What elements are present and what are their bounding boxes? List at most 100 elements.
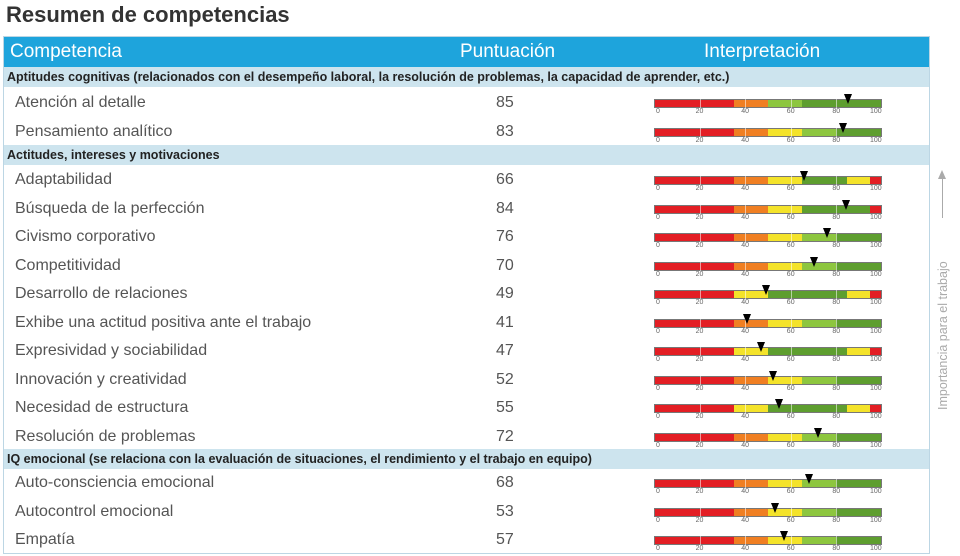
- competency-score: 84: [496, 199, 514, 217]
- score-marker-icon: [805, 474, 814, 484]
- gauge-segment: [666, 128, 678, 136]
- competency-name: Desarrollo de relaciones: [15, 285, 188, 302]
- gauge-scale-label: 60: [786, 327, 795, 335]
- gauge-scale-labels: 0 20 40 60 80 100: [654, 299, 882, 308]
- gauge-segment: [745, 508, 757, 516]
- gauge-segment: [756, 177, 768, 184]
- gauge-segment: [858, 480, 870, 487]
- gauge-segment: [745, 291, 757, 298]
- gauge-scale-label: 60: [786, 299, 795, 306]
- gauge-scale-label: 80: [832, 327, 841, 335]
- competency-table: Competencia Puntuación Interpretación Ap…: [3, 36, 930, 554]
- gauge-bar: [654, 404, 882, 413]
- gauge-ticks: [654, 99, 882, 108]
- gauge-scale-labels: 0 20 40 60 80 100: [654, 271, 882, 280]
- gauge-tick: [790, 479, 792, 488]
- gauge-segment: [869, 100, 881, 107]
- gauge-segment: [869, 508, 881, 516]
- gauge-segment: [869, 376, 881, 384]
- gauge-tick: [699, 432, 701, 442]
- gauge-segment: [835, 319, 848, 327]
- gauge-segment: [858, 508, 870, 516]
- gauge-segment: [688, 128, 701, 136]
- score-marker-icon: [775, 399, 784, 409]
- gauge-scale-label: 20: [695, 299, 704, 306]
- gauge-segment: [801, 262, 814, 270]
- gauge-segment: [734, 291, 746, 298]
- gauge-segment: [858, 291, 870, 298]
- gauge-segment: [688, 234, 701, 241]
- side-label-text: Importancia para el trabajo: [936, 261, 950, 410]
- competency-name: Civismo corporativo: [15, 228, 156, 245]
- gauge-segment: [756, 262, 768, 270]
- gauge-segment: [767, 177, 780, 184]
- gauge-ticks: [654, 432, 882, 442]
- gauge-segment: [767, 100, 780, 107]
- gauge-tick: [790, 318, 792, 328]
- gauge-segment: [824, 177, 836, 184]
- gauge-scale-label: 40: [741, 488, 749, 495]
- gauge-segment: [790, 234, 802, 241]
- gauge-segment: [688, 348, 701, 355]
- gauge-ticks: [654, 233, 882, 242]
- gauge-scale-label: 20: [695, 441, 704, 449]
- gauge-segment: [790, 291, 802, 298]
- gauge-segment: [779, 100, 791, 107]
- competency-name: Competitividad: [15, 256, 121, 274]
- score-marker-icon: [809, 256, 818, 267]
- gauge-bar: [654, 261, 882, 271]
- gauge-bar: [654, 204, 882, 214]
- gauge-bar: [654, 479, 882, 488]
- gauge-scale-labels: 0 20 40 60 80 100: [654, 413, 882, 422]
- gauge-tick: [745, 347, 747, 356]
- gauge-ticks: [654, 507, 882, 517]
- gauge-segment: [677, 205, 689, 213]
- gauge-segment: [767, 433, 780, 441]
- gauge-segment: [700, 319, 712, 327]
- score-marker-icon: [779, 531, 788, 541]
- gauge-tick: [790, 233, 792, 242]
- gauge-segment: [847, 508, 859, 516]
- gauge-scale-label: 100: [870, 356, 882, 363]
- gauge-scale-labels: 0 20 40 60 80 100: [654, 137, 882, 146]
- gauge-segment: [847, 537, 859, 544]
- gauge-segment: [767, 405, 780, 412]
- gauge-scale-label: 80: [832, 136, 841, 144]
- gauge-segment: [700, 376, 712, 384]
- gauge-segment: [813, 262, 825, 270]
- gauge-tick: [699, 318, 701, 328]
- gauge-scale-label: 60: [786, 441, 795, 449]
- gauge-segment: [869, 319, 881, 327]
- gauge-segment: [722, 262, 735, 270]
- gauge-scale-label: 40: [741, 185, 749, 192]
- competency-score: 70: [496, 256, 514, 274]
- gauge-segment: [779, 376, 791, 384]
- gauge-segment: [734, 433, 746, 441]
- gauge-segment: [847, 348, 859, 355]
- gauge-segment: [813, 234, 825, 241]
- gauge-tick: [836, 479, 838, 488]
- table-row: Empatía 57 0 20 40 60 80 100: [4, 526, 929, 555]
- gauge-ticks: [654, 176, 882, 185]
- score-marker-icon: [800, 171, 809, 181]
- gauge-scale-label: 20: [695, 488, 704, 495]
- gauge-tick: [699, 479, 701, 488]
- gauge-segment: [677, 234, 689, 241]
- gauge-segment: [688, 205, 701, 213]
- gauge-segment: [790, 319, 802, 327]
- gauge-tick: [745, 261, 747, 271]
- interpretation-gauge: 0 20 40 60 80 100: [654, 399, 882, 422]
- side-label: Importancia para el trabajo: [934, 160, 954, 420]
- gauge-scale-label: 80: [832, 242, 841, 249]
- gauge-tick: [745, 375, 747, 385]
- gauge-segment: [824, 480, 836, 487]
- gauge-segment: [824, 262, 836, 270]
- gauge-segment: [824, 348, 836, 355]
- competency-score: 53: [496, 502, 514, 520]
- gauge-segment: [734, 348, 746, 355]
- gauge-tick: [790, 347, 792, 356]
- gauge-segment: [869, 128, 881, 136]
- gauge-scale-label: 80: [832, 488, 841, 495]
- gauge-segment: [655, 480, 667, 487]
- gauge-tick: [790, 507, 792, 517]
